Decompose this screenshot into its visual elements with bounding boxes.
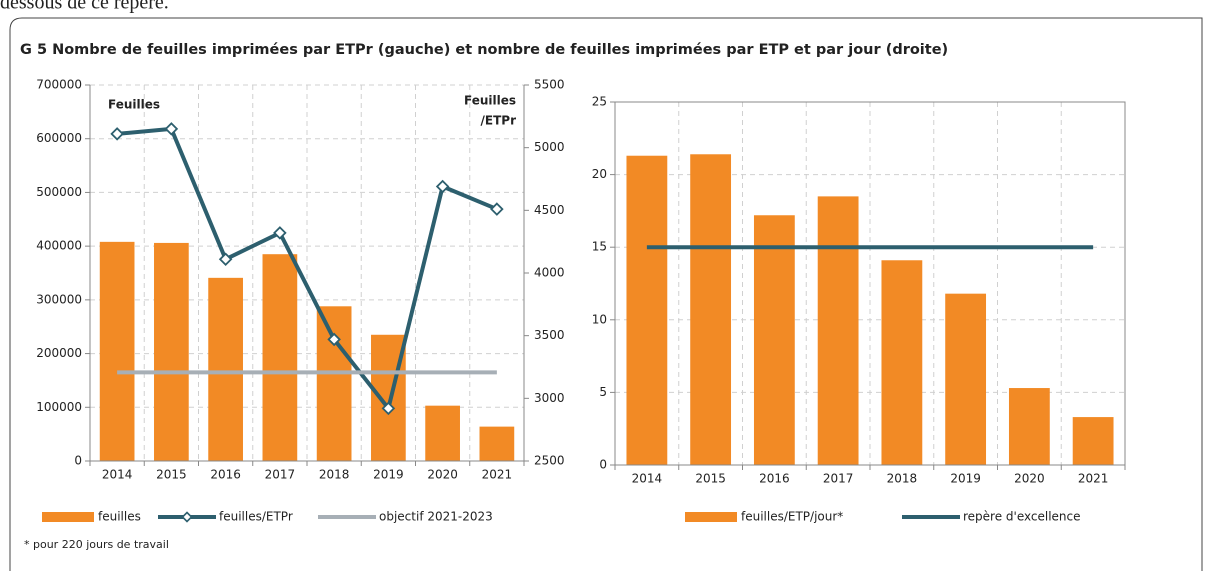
y2-tick-label: 5500 bbox=[534, 78, 565, 92]
x-tick-label: 2021 bbox=[1078, 472, 1109, 486]
page-text: dessous de ce repère. bbox=[0, 0, 169, 14]
x-tick-label: 2021 bbox=[482, 468, 513, 482]
marker bbox=[110, 127, 124, 141]
y2-axis-label: /ETPr bbox=[481, 114, 517, 128]
y2-tick-label: 3000 bbox=[534, 391, 565, 405]
y-tick-label: 400000 bbox=[36, 239, 82, 253]
x-tick-label: 2020 bbox=[427, 468, 458, 482]
legend-swatch bbox=[42, 512, 94, 522]
footnote: * pour 220 jours de travail bbox=[24, 538, 169, 551]
figure-title: G 5 Nombre de feuilles imprimées par ETP… bbox=[20, 42, 948, 58]
marker bbox=[218, 252, 233, 266]
bar bbox=[690, 154, 732, 465]
x-tick-label: 2015 bbox=[156, 468, 187, 482]
y-tick-label: 10 bbox=[592, 312, 607, 326]
line bbox=[116, 126, 498, 411]
x-tick-label: 2020 bbox=[1014, 472, 1045, 486]
frame bbox=[9, 17, 1203, 571]
y-tick-label: 200000 bbox=[36, 346, 82, 360]
legend-label: objectif 2021-2023 bbox=[379, 510, 493, 524]
bar bbox=[154, 242, 189, 461]
y-tick-label: 0 bbox=[599, 458, 607, 472]
y2-axis-label: Feuilles bbox=[464, 94, 516, 108]
legend-label: feuilles bbox=[98, 510, 141, 524]
bar bbox=[99, 241, 135, 461]
legend-label: feuilles/ETPr bbox=[219, 510, 293, 524]
bar bbox=[1008, 388, 1050, 465]
plot-frame bbox=[614, 101, 1126, 466]
x-tick-label: 2014 bbox=[102, 468, 133, 482]
x-tick-label: 2014 bbox=[632, 472, 663, 486]
legend-swatch bbox=[685, 512, 737, 522]
x-tick-label: 2017 bbox=[265, 468, 296, 482]
bar bbox=[817, 196, 859, 465]
marker bbox=[273, 226, 287, 240]
y-tick-label: 25 bbox=[592, 95, 607, 109]
bar bbox=[626, 155, 668, 465]
x-tick-label: 2018 bbox=[887, 472, 918, 486]
marker bbox=[327, 332, 341, 347]
bar bbox=[425, 405, 460, 461]
y-axis-label: Feuilles bbox=[108, 98, 160, 112]
y2-tick-label: 5000 bbox=[534, 140, 565, 154]
y2-tick-label: 2500 bbox=[534, 454, 565, 468]
y2-tick-label: 4000 bbox=[534, 266, 565, 280]
y-tick-label: 300000 bbox=[36, 292, 82, 306]
x-tick-label: 2016 bbox=[759, 472, 790, 486]
x-tick-label: 2018 bbox=[319, 468, 350, 482]
y-tick-label: 20 bbox=[592, 167, 607, 181]
marker bbox=[490, 202, 504, 216]
bar bbox=[1072, 417, 1114, 465]
y-tick-label: 500000 bbox=[36, 185, 82, 199]
x-tick-label: 2017 bbox=[823, 472, 854, 486]
y-tick-label: 15 bbox=[592, 240, 607, 254]
bar bbox=[479, 426, 515, 461]
marker bbox=[164, 122, 179, 136]
marker bbox=[381, 401, 396, 416]
marker bbox=[435, 179, 450, 194]
y-tick-label: 100000 bbox=[36, 400, 82, 414]
legend-label: repère d'excellence bbox=[963, 510, 1081, 524]
bar bbox=[945, 293, 987, 465]
y2-tick-label: 3500 bbox=[534, 328, 565, 342]
legend-label: feuilles/ETP/jour* bbox=[741, 510, 843, 524]
x-tick-label: 2016 bbox=[210, 468, 241, 482]
y2-tick-label: 4500 bbox=[534, 203, 565, 217]
bar bbox=[753, 215, 795, 465]
x-tick-label: 2019 bbox=[950, 472, 981, 486]
x-tick-label: 2019 bbox=[373, 468, 404, 482]
bar bbox=[881, 260, 923, 465]
y-tick-label: 700000 bbox=[36, 78, 82, 92]
y-tick-label: 600000 bbox=[36, 131, 82, 145]
x-tick-label: 2015 bbox=[695, 472, 726, 486]
y-tick-label: 5 bbox=[599, 385, 607, 399]
legend-marker bbox=[181, 511, 193, 523]
bar bbox=[316, 306, 352, 461]
y-tick-label: 0 bbox=[74, 454, 82, 468]
bar bbox=[208, 277, 243, 461]
bar bbox=[262, 254, 298, 461]
